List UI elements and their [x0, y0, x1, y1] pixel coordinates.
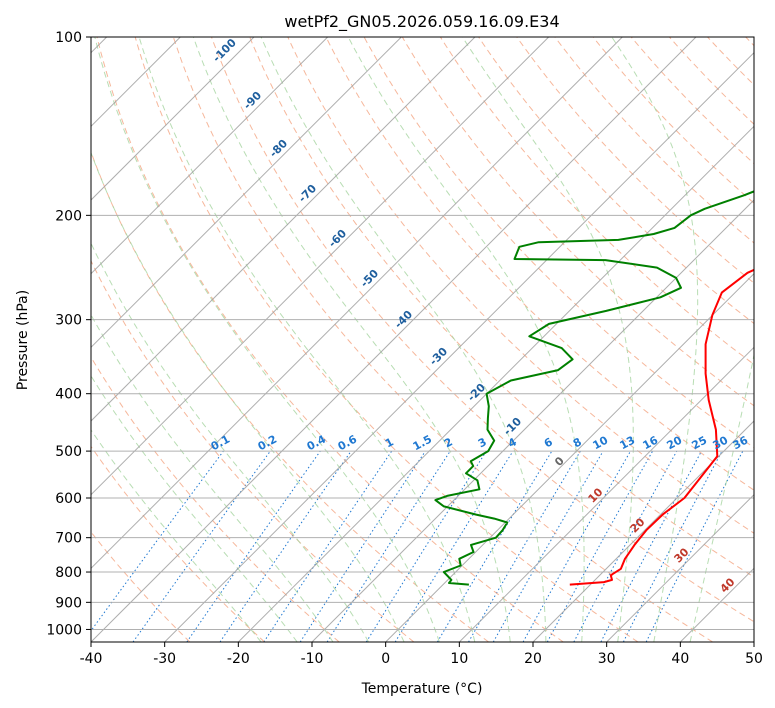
moist-adiabat-line	[347, 37, 585, 642]
x-tick-label: -20	[227, 651, 250, 667]
moist-adiabat-line	[91, 429, 262, 642]
dry-adiabat-line	[172, 37, 713, 642]
plot-area: -100-90-80-70-60-50-40-30-20-10010203040…	[91, 37, 754, 642]
mixing-ratio-line	[299, 450, 426, 642]
dry-adiabat-line	[91, 445, 265, 642]
mixing-ratio-line	[263, 450, 393, 642]
moist-adiabat-line	[94, 37, 440, 642]
isotherm-line	[164, 51, 754, 642]
x-tick-label: 50	[745, 651, 763, 667]
moist-adiabat-line	[91, 242, 370, 642]
moist-adiabat-line	[91, 151, 405, 642]
dry-adiabat-line	[592, 37, 754, 204]
pressure-gridlines	[91, 37, 754, 630]
x-tick-label: -30	[153, 651, 176, 667]
x-axis-label: Temperature (°C)	[361, 681, 483, 697]
x-tick-label: 20	[524, 651, 542, 667]
dry-adiabat-line	[249, 37, 754, 578]
y-axis-ticks: 100 200 300 400 500 600 700 800 900 1000	[46, 30, 91, 638]
mixing-ratio-label: 10	[591, 433, 611, 452]
dry-adiabat-line	[325, 37, 754, 491]
y-tick-label: 400	[55, 387, 82, 403]
y-tick-label: 700	[55, 531, 82, 547]
y-tick-label: 100	[55, 30, 82, 46]
y-tick-label: 500	[55, 444, 82, 460]
x-tick-label: 30	[598, 651, 616, 667]
skewed-isotherms	[91, 37, 754, 642]
x-tick-label: 0	[381, 651, 390, 667]
mixing-ratio-label: 20	[665, 433, 685, 452]
profile-series	[434, 190, 754, 586]
moist-adiabat-line	[138, 37, 476, 642]
dry-adiabat-line	[478, 37, 754, 325]
dry-adiabat-line	[401, 37, 754, 407]
isotherm-line	[532, 420, 754, 642]
dry-adiabat-line	[516, 37, 754, 284]
profile-line	[569, 268, 754, 586]
isotherm-line	[458, 346, 754, 642]
mixing-ratio-line	[573, 450, 678, 642]
dry-adiabat-line	[96, 37, 564, 642]
mixing-ratio-line	[91, 450, 224, 632]
isotherm-line	[91, 37, 329, 275]
mixing-ratio-label: 25	[690, 434, 710, 453]
moist-adiabat-line	[260, 37, 547, 642]
isotherm-line	[606, 493, 754, 642]
mixing-ratio-line	[522, 450, 631, 642]
x-axis-ticks: -40 -30 -20 -10 0 10 20 30 40 50	[80, 642, 763, 667]
moist-adiabat-line	[192, 37, 511, 642]
isotherm-line	[91, 37, 697, 642]
mixing-ratio-label: 16	[641, 433, 661, 452]
mixing-ratio-line	[132, 450, 271, 642]
y-axis-label: Pressure (hPa)	[15, 290, 31, 390]
isotherm-line	[91, 37, 402, 349]
y-tick-label: 900	[55, 595, 82, 611]
dry-adiabat-line	[211, 37, 754, 623]
dry-adiabat-line	[134, 37, 639, 642]
mixing-ratio-line	[186, 450, 321, 642]
x-tick-label: -40	[80, 651, 103, 667]
isotherm-line	[91, 37, 623, 570]
mixing-ratio-line	[219, 450, 352, 642]
mixing-ratio-line	[326, 450, 451, 642]
x-tick-label: 40	[671, 651, 689, 667]
mixing-ratio-line	[645, 450, 744, 642]
moist-adiabat-line	[461, 37, 634, 642]
mixing-ratio-line	[546, 450, 654, 642]
mixing-ratio-label: 30	[711, 433, 731, 452]
moist-adiabats	[91, 37, 754, 642]
y-tick-label: 200	[55, 208, 82, 224]
isotherm-line	[91, 37, 255, 201]
mixing-ratio-label: 13	[618, 434, 638, 453]
y-tick-label: 600	[55, 491, 82, 507]
isotherm-line	[311, 199, 754, 642]
isotherm-line	[91, 37, 550, 496]
x-tick-label: -10	[301, 651, 324, 667]
y-tick-label: 800	[55, 565, 82, 581]
chart-title: wetPf2_GN05.2026.059.16.09.E34	[284, 12, 559, 32]
y-tick-label: 1000	[46, 622, 82, 638]
x-tick-label: 10	[450, 651, 468, 667]
profile-line	[434, 190, 754, 586]
moist-adiabat-line	[689, 352, 754, 642]
mixing-ratio-line	[394, 450, 514, 642]
mixing-ratio-lines	[91, 450, 744, 642]
dry-adiabat-line	[630, 37, 754, 165]
moist-adiabat-line	[91, 374, 298, 642]
isotherm-line	[91, 37, 476, 422]
plot-frame	[90, 36, 755, 643]
y-tick-label: 300	[55, 313, 82, 329]
mixing-ratio-label: 36	[731, 433, 751, 452]
